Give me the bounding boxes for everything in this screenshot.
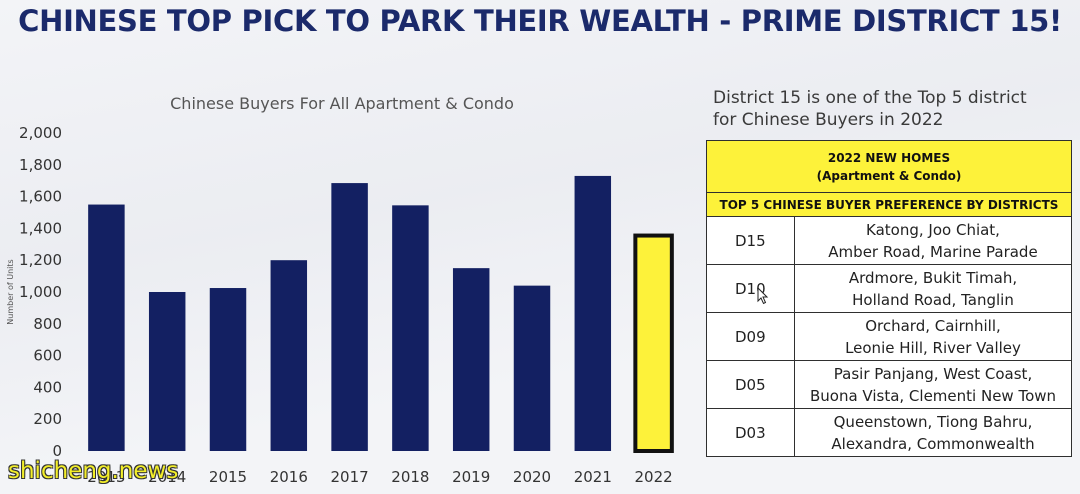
x-tick-label: 2013	[87, 468, 125, 486]
side-panel-heading: District 15 is one of the Top 5 district…	[713, 87, 1073, 131]
table-title-cell: 2022 NEW HOMES (Apartment & Condo)	[706, 140, 1072, 193]
bar-2015	[209, 288, 247, 451]
table-title-line2: (Apartment & Condo)	[816, 168, 962, 183]
y-tick-label: 1,400	[19, 219, 62, 237]
bar-2017	[331, 183, 368, 451]
x-tick-label: 2020	[513, 468, 551, 486]
x-axis-labels: 2013 2014 2015 2016 2017 2018 2019 2020 2021 2022	[87, 468, 672, 486]
table-row: D03 Queenstown, Tiong Bahru, Alexandra, …	[706, 408, 1072, 457]
district-areas: Pasir Panjang, West Coast, Buona Vista, …	[794, 360, 1072, 409]
chart-ylabel: Number of Units	[6, 259, 15, 324]
x-tick-label: 2017	[331, 468, 369, 486]
bar-2022	[633, 233, 674, 453]
district-areas-line2: Alexandra, Commonwealth	[831, 434, 1035, 453]
y-tick-label: 600	[33, 347, 62, 365]
side-heading-line1: District 15 is one of the Top 5 district	[713, 88, 1027, 108]
bar-2019	[452, 268, 490, 451]
bar-2016	[270, 260, 308, 451]
district-areas-line2: Leonie Hill, River Valley	[845, 338, 1021, 357]
x-tick-label: 2014	[148, 468, 186, 486]
chart-title: Chinese Buyers For All Apartment & Condo	[170, 94, 514, 113]
y-tick-label: 800	[33, 315, 62, 333]
district-areas-line1: Pasir Panjang, West Coast,	[833, 364, 1033, 383]
table-subtitle: TOP 5 CHINESE BUYER PREFERENCE BY DISTRI…	[706, 192, 1072, 217]
table-title-line1: 2022 NEW HOMES	[827, 150, 951, 165]
x-tick-label: 2022	[635, 468, 673, 486]
y-tick-label: 1,200	[19, 251, 62, 269]
x-tick-label: 2021	[574, 468, 612, 486]
y-tick-label: 1,000	[19, 283, 62, 301]
district-areas-line1: Orchard, Cairnhill,	[865, 316, 1001, 335]
x-tick-label: 2019	[452, 468, 490, 486]
district-areas-line1: Queenstown, Tiong Bahru,	[833, 412, 1033, 431]
y-tick-label: 200	[33, 410, 62, 428]
bar-2020	[513, 285, 551, 451]
y-tick-label: 1,600	[19, 188, 62, 206]
district-areas-line2: Holland Road, Tanglin	[852, 290, 1014, 309]
district-code: D10	[706, 264, 795, 313]
table-row: D09 Orchard, Cairnhill, Leonie Hill, Riv…	[706, 312, 1072, 361]
bar-2014	[148, 292, 186, 451]
bar-2021	[574, 175, 612, 451]
table-title-row: 2022 NEW HOMES (Apartment & Condo)	[706, 140, 1072, 193]
district-areas-line1: Ardmore, Bukit Timah,	[848, 268, 1018, 287]
watermark: shicheng.news	[8, 458, 179, 484]
district-code: D15	[706, 216, 795, 265]
district-areas: Ardmore, Bukit Timah, Holland Road, Tang…	[794, 264, 1072, 313]
y-tick-label: 400	[33, 378, 62, 396]
side-heading-line2: for Chinese Buyers in 2022	[713, 110, 944, 130]
district-code: D09	[706, 312, 795, 361]
district-areas: Orchard, Cairnhill, Leonie Hill, River V…	[794, 312, 1072, 361]
bar-2018	[392, 205, 429, 451]
x-tick-label: 2016	[270, 468, 308, 486]
table-subtitle-row: TOP 5 CHINESE BUYER PREFERENCE BY DISTRI…	[706, 192, 1072, 217]
y-tick-label: 1,800	[19, 156, 62, 174]
bars	[88, 175, 674, 453]
district-areas-line1: Katong, Joo Chiat,	[866, 220, 1000, 239]
y-tick-label: 2,000	[19, 124, 62, 142]
page-headline: CHINESE TOP PICK TO PARK THEIR WEALTH - …	[18, 4, 1062, 38]
bar-chart: Chinese Buyers For All Apartment & Condo…	[6, 94, 674, 486]
table-row: D15 Katong, Joo Chiat, Amber Road, Marin…	[706, 216, 1072, 265]
district-preference-table: 2022 NEW HOMES (Apartment & Condo) TOP 5…	[706, 140, 1072, 457]
y-tick-label: 0	[52, 442, 62, 460]
table-row: D05 Pasir Panjang, West Coast, Buona Vis…	[706, 360, 1072, 409]
x-tick-label: 2015	[209, 468, 247, 486]
bar-2013	[88, 204, 125, 451]
district-areas: Katong, Joo Chiat, Amber Road, Marine Pa…	[794, 216, 1072, 265]
district-code: D05	[706, 360, 795, 409]
x-tick-label: 2018	[391, 468, 429, 486]
district-areas-line2: Buona Vista, Clementi New Town	[809, 386, 1057, 405]
district-code: D03	[706, 408, 795, 457]
mouse-cursor-icon	[757, 287, 769, 305]
district-areas-line2: Amber Road, Marine Parade	[828, 242, 1038, 261]
y-axis-ticks: 0 200 400 600 800 1,000 1,200 1,400 1,600 1,800 2,…	[19, 124, 62, 460]
district-areas: Queenstown, Tiong Bahru, Alexandra, Comm…	[794, 408, 1072, 457]
